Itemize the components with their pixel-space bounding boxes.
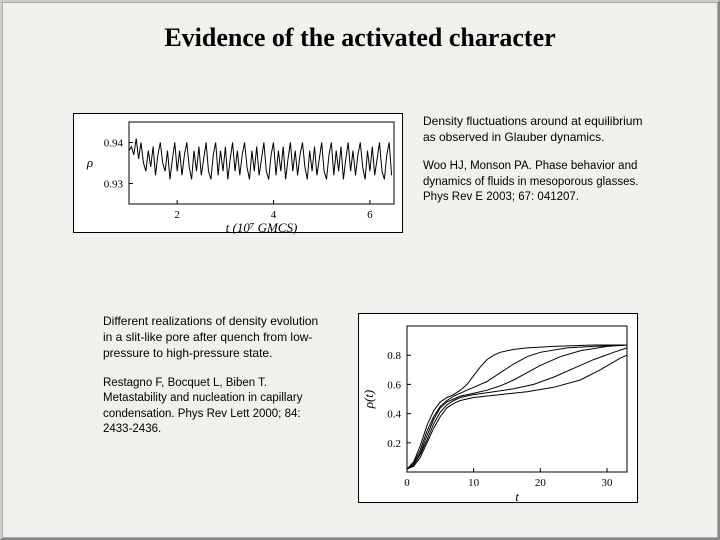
block2-citation: Restagno F, Bocquet L, Biben T. Metastab…: [103, 376, 328, 438]
svg-text:t (10⁷ GMCS): t (10⁷ GMCS): [226, 220, 298, 234]
svg-text:0.93: 0.93: [104, 179, 124, 191]
slide-title: Evidence of the activated character: [3, 3, 717, 53]
svg-text:ρ: ρ: [86, 155, 93, 170]
svg-text:10: 10: [468, 477, 480, 489]
svg-text:0.8: 0.8: [387, 350, 401, 362]
svg-text:0.94: 0.94: [104, 138, 124, 150]
chart-density-fluctuations: 2460.930.94ρt (10⁷ GMCS): [73, 113, 403, 233]
row-2: Different realizations of density evolut…: [103, 313, 677, 503]
svg-text:t: t: [515, 489, 519, 504]
chart-density-evolution: 0 10 20 30 0.2 0.4 0.6 0.8 ρ(t) t: [358, 313, 638, 503]
svg-text:ρ(t): ρ(t): [361, 390, 376, 410]
svg-text:6: 6: [367, 209, 373, 221]
block1-text: Density fluctuations around at equilibri…: [423, 113, 653, 206]
svg-text:30: 30: [602, 477, 614, 489]
block1-citation: Woo HJ, Monson PA. Phase behavior and dy…: [423, 159, 653, 206]
svg-text:0: 0: [404, 477, 410, 489]
svg-text:0.2: 0.2: [387, 438, 401, 450]
block2-caption: Different realizations of density evolut…: [103, 313, 328, 362]
svg-text:2: 2: [174, 209, 180, 221]
svg-text:20: 20: [535, 477, 547, 489]
svg-text:0.6: 0.6: [387, 379, 401, 391]
block2-text: Different realizations of density evolut…: [103, 313, 328, 438]
row-1: 2460.930.94ρt (10⁷ GMCS) Density fluctua…: [73, 113, 677, 233]
block1-caption: Density fluctuations around at equilibri…: [423, 113, 653, 145]
svg-text:0.4: 0.4: [387, 409, 401, 421]
